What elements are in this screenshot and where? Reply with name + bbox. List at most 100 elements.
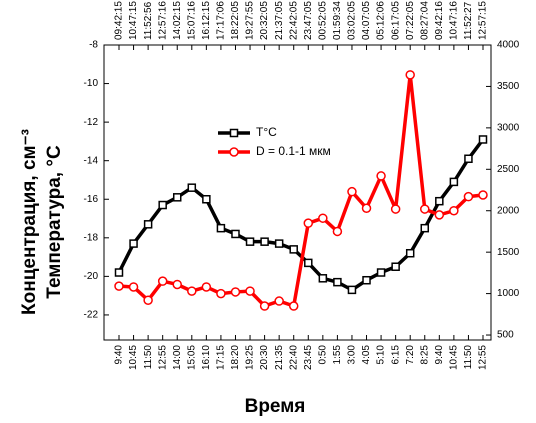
point [288, 301, 299, 311]
top-tick-label: 04:07:05 [361, 1, 372, 40]
x-tick-label: 3:00 [347, 345, 358, 365]
point [478, 190, 488, 200]
point [420, 223, 430, 233]
x-axis-title: Время [245, 396, 306, 417]
y-tick-label: -18 [84, 232, 99, 243]
top-tick-label: 20:32:05 [259, 1, 270, 40]
x-tick-label: 12:55 [157, 345, 168, 370]
y2-tick-label: 3000 [497, 123, 520, 134]
point [260, 237, 269, 246]
top-tick-label: 12:57:15 [478, 1, 489, 40]
x-tick-label: 14:00 [172, 345, 183, 370]
point [231, 229, 240, 239]
top-tick-label: 22:42:05 [288, 1, 299, 40]
point [434, 210, 445, 220]
point [230, 287, 241, 297]
point [347, 186, 357, 197]
point [245, 286, 255, 296]
point [332, 226, 343, 237]
y2-tick-label: 3500 [497, 81, 520, 92]
point [158, 200, 167, 210]
plot-frame [103, 44, 492, 341]
point [187, 286, 197, 296]
point [405, 70, 415, 80]
point [449, 177, 459, 187]
x-tick-label: 10:45 [449, 345, 460, 370]
point [376, 268, 386, 277]
point [274, 296, 284, 306]
point [202, 194, 211, 204]
point [420, 204, 430, 214]
point [143, 220, 153, 229]
legend-marker [229, 128, 239, 138]
point [245, 237, 255, 246]
x-tick-label: 4:05 [361, 345, 372, 365]
legend-marker [229, 147, 239, 157]
y-axis-title: Температура, °C [44, 145, 65, 299]
point [391, 262, 400, 271]
top-tick-label: 09:42:16 [434, 1, 445, 40]
point [478, 135, 488, 144]
point [303, 218, 314, 228]
point [289, 245, 298, 254]
top-tick-label: 01:59:34 [332, 1, 343, 40]
legend-text: T°C [256, 125, 277, 139]
top-tick-label: 15:07:16 [186, 1, 197, 40]
y2-tick-label: 1500 [497, 247, 520, 258]
series-line [118, 73, 484, 308]
point [304, 258, 313, 268]
y-tick-label: -12 [84, 117, 99, 128]
top-tick-label: 14:02:15 [172, 1, 183, 40]
x-tick-label: 8:25 [419, 345, 430, 365]
x-tick-label: 22:40 [288, 345, 299, 370]
x-tick-label: 20:30 [259, 345, 270, 370]
top-tick-label: 11:52:56 [143, 1, 154, 40]
y2-tick-label: 500 [497, 330, 514, 341]
top-tick-label: 05:12:06 [376, 1, 387, 40]
x-tick-label: 18:20 [230, 345, 241, 370]
x-tick-label: 9:40 [434, 345, 445, 365]
point [187, 183, 197, 192]
y2-tick-label: 2500 [497, 164, 520, 175]
top-tick-label: 12:57:16 [157, 1, 168, 40]
x-tick-label: 21:35 [274, 345, 285, 370]
x-tick-label: 1:55 [332, 345, 343, 365]
x-tick-label: 11:50 [463, 345, 474, 370]
point [362, 275, 371, 285]
point [405, 248, 415, 258]
top-tick-label: 21:37:05 [274, 1, 285, 40]
top-tick-label: 07:22:05 [405, 1, 416, 40]
x-tick-label: 17:15 [216, 345, 227, 370]
top-tick-label: 00:52:05 [317, 1, 328, 40]
point [114, 281, 124, 291]
top-tick-label: 16:12:15 [201, 1, 212, 40]
top-tick-label: 17:17:06 [216, 1, 227, 40]
point [463, 191, 474, 202]
point [449, 205, 459, 216]
point [390, 204, 401, 214]
point [464, 154, 473, 164]
x-tick-label: 7:20 [405, 345, 416, 365]
point [157, 276, 168, 286]
top-tick-label: 23:47:05 [303, 1, 314, 40]
x-tick-label: 9:40 [114, 345, 125, 365]
top-tick-label: 10:47:15 [128, 1, 139, 40]
point [172, 279, 182, 290]
top-tick-label: 06:17:05 [390, 1, 401, 40]
point [259, 301, 270, 311]
top-tick-label: 18:22:05 [230, 1, 241, 40]
point [143, 295, 153, 305]
y2-tick-label: 4000 [497, 40, 520, 51]
x-tick-label: 11:50 [143, 345, 154, 370]
top-tick-label: 10:47:16 [449, 1, 460, 40]
point [274, 239, 284, 248]
top-tick-label: 08:27:04 [419, 1, 430, 40]
x-tick-label: 10:45 [128, 345, 139, 370]
legend-text: D = 0.1-1 мкм [256, 144, 331, 158]
y-tick-label: -16 [84, 194, 99, 205]
point [201, 282, 212, 292]
x-tick-label: 16:10 [201, 345, 212, 370]
y-axis-title: Концентрация, см⁻³ [19, 129, 40, 315]
y-tick-label: -20 [84, 271, 99, 282]
point [114, 268, 124, 277]
